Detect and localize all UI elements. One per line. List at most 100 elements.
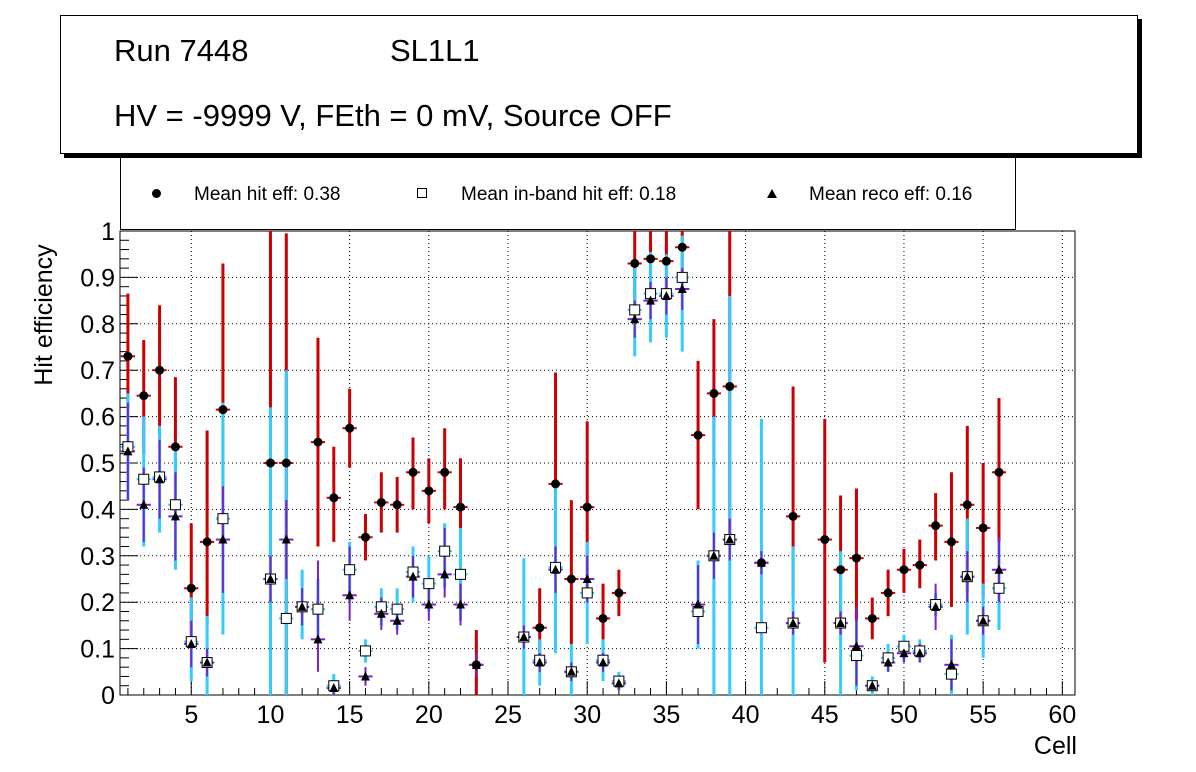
reco-eff-point	[566, 666, 576, 676]
x-tick-label: 5	[184, 701, 198, 729]
hit-eff-point	[424, 486, 434, 496]
reco-eff-point	[915, 648, 925, 658]
inband-eff-point	[850, 650, 862, 662]
x-axis-label: Cell	[1034, 732, 1077, 760]
hit-eff-point	[566, 574, 576, 584]
reco-eff-point	[978, 615, 988, 625]
hit-eff-point	[725, 381, 735, 391]
hit-eff-point	[313, 437, 323, 447]
reco-eff-point	[725, 534, 735, 544]
y-tick-label: 0.6	[80, 404, 115, 432]
run-number: Run 7448	[114, 33, 249, 68]
hit-eff-point	[851, 553, 861, 563]
reco-eff-point	[598, 657, 608, 667]
hit-eff-point	[265, 458, 275, 468]
y-tick-label: 0.7	[80, 357, 115, 385]
hit-eff-point	[630, 258, 640, 268]
data-markers	[122, 242, 1005, 693]
legend-hit-label: Mean hit eff: 0.38	[194, 184, 341, 205]
x-tick-label: 35	[652, 701, 680, 729]
legend-reco-marker	[767, 189, 777, 198]
y-tick-label: 1	[101, 218, 115, 246]
hit-eff-point	[899, 565, 909, 575]
y-tick-label: 0.9	[80, 264, 115, 292]
inband-eff-point	[217, 513, 229, 525]
reco-eff-point	[899, 648, 909, 658]
hit-eff-point	[978, 523, 988, 533]
reco-eff-point	[345, 590, 355, 600]
hit-eff-point	[598, 613, 608, 623]
x-tick-label: 15	[336, 701, 364, 729]
reco-eff-point	[471, 659, 481, 669]
reco-eff-point	[329, 683, 339, 693]
hit-eff-point	[202, 537, 212, 547]
reco-eff-point	[265, 574, 275, 583]
inband-eff-point	[455, 568, 467, 580]
reco-eff-point	[440, 569, 450, 579]
reco-eff-point	[376, 608, 386, 618]
reco-eff-point	[408, 571, 418, 581]
hit-eff-point	[360, 532, 370, 542]
inband-eff-point	[391, 603, 403, 615]
reco-eff-point	[424, 599, 434, 609]
hit-eff-point	[218, 405, 228, 415]
inband-eff-point	[138, 473, 150, 485]
reco-eff-point	[535, 657, 545, 667]
hit-eff-point	[170, 442, 180, 452]
hit-eff-point	[915, 560, 925, 570]
reco-eff-point	[123, 446, 133, 456]
hit-eff-point	[820, 535, 830, 545]
hit-eff-point	[946, 537, 956, 547]
y-tick-label: 0	[101, 682, 115, 710]
hit-eff-point	[408, 467, 418, 477]
reco-eff-point	[139, 499, 149, 509]
reco-eff-point	[836, 618, 846, 628]
inband-eff-point	[423, 578, 435, 590]
hit-eff-point	[329, 493, 339, 503]
info-panel	[60, 15, 1138, 154]
x-tick-label: 20	[415, 701, 443, 729]
inband-eff-point	[344, 564, 356, 576]
y-tick-label: 0.3	[80, 543, 115, 571]
hit-eff-point	[867, 613, 877, 623]
inband-eff-point	[629, 304, 641, 316]
reco-eff-point	[456, 599, 466, 609]
error-bars	[120, 231, 1007, 695]
reco-eff-point	[962, 571, 972, 581]
inband-eff-point	[280, 612, 292, 624]
inband-eff-point	[359, 645, 371, 657]
reco-eff-point	[202, 657, 212, 667]
reco-eff-point	[582, 574, 592, 583]
x-tick-label: 30	[573, 701, 601, 729]
legend-reco-label: Mean reco eff: 0.16	[809, 184, 973, 205]
hit-eff-point	[186, 583, 196, 593]
run-conditions: HV = -9999 V, FEth = 0 mV, Source OFF	[114, 98, 672, 133]
hit-eff-point	[883, 588, 893, 598]
inband-eff-point	[312, 603, 324, 615]
reco-eff-point	[630, 314, 640, 324]
inband-eff-point	[439, 545, 451, 557]
hit-eff-point	[123, 351, 133, 361]
legend-inband-label: Mean in-band hit eff: 0.18	[461, 184, 677, 205]
reco-eff-point	[661, 290, 671, 300]
hit-eff-point	[281, 458, 291, 468]
hit-eff-point	[139, 391, 149, 401]
hit-eff-point	[551, 479, 561, 489]
hit-eff-point	[456, 502, 466, 512]
grid-lines	[120, 230, 1075, 696]
reco-eff-point	[788, 618, 798, 628]
reco-eff-point	[693, 599, 703, 609]
hit-eff-point	[614, 588, 624, 598]
hit-eff-point	[709, 388, 719, 398]
reco-eff-point	[709, 550, 719, 560]
hit-eff-point	[661, 256, 671, 266]
hit-eff-point	[535, 623, 545, 633]
reco-eff-point	[756, 557, 766, 567]
reco-eff-point	[646, 295, 656, 305]
axes: 5 10 15 20 25 30 35 40 45 50 55 60 0 0.1 0.2 0.3 0.4 0.5 0…	[80, 218, 1076, 729]
y-tick-label: 0.4	[80, 496, 115, 524]
y-tick-label: 0.2	[80, 589, 115, 617]
reco-eff-point	[218, 534, 228, 544]
hit-eff-point	[931, 521, 941, 531]
reco-eff-point	[170, 511, 180, 521]
